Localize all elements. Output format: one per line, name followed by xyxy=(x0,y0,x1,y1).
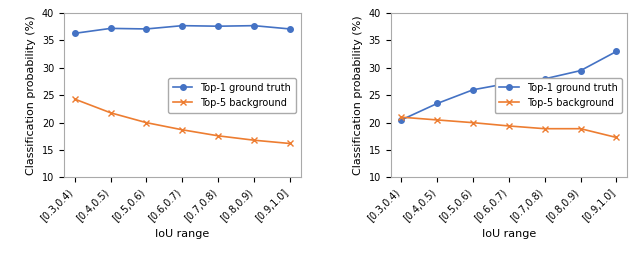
Top-5 background xyxy=(505,124,513,128)
X-axis label: IoU range: IoU range xyxy=(155,229,209,239)
Top-5 background xyxy=(143,121,150,124)
Top-1 ground truth xyxy=(179,24,186,27)
Top-1 ground truth xyxy=(612,50,620,53)
Top-1 ground truth xyxy=(143,27,150,31)
Top-1 ground truth xyxy=(107,27,115,30)
Line: Top-5 background: Top-5 background xyxy=(399,114,620,140)
Top-1 ground truth xyxy=(541,77,548,80)
Top-1 ground truth xyxy=(71,32,79,35)
Top-5 background xyxy=(397,116,405,119)
Line: Top-5 background: Top-5 background xyxy=(72,96,292,146)
Top-1 ground truth xyxy=(433,102,441,105)
Top-5 background xyxy=(214,134,222,137)
Y-axis label: Classification probability (%): Classification probability (%) xyxy=(353,15,363,175)
Top-1 ground truth xyxy=(250,24,258,27)
Top-5 background xyxy=(250,139,258,142)
Top-5 background xyxy=(286,142,294,145)
X-axis label: IoU range: IoU range xyxy=(482,229,536,239)
Top-5 background xyxy=(433,118,441,122)
Legend: Top-1 ground truth, Top-5 background: Top-1 ground truth, Top-5 background xyxy=(168,78,296,112)
Line: Top-1 ground truth: Top-1 ground truth xyxy=(399,49,620,123)
Top-5 background xyxy=(577,127,584,130)
Top-1 ground truth xyxy=(505,82,513,85)
Top-1 ground truth xyxy=(286,27,294,31)
Legend: Top-1 ground truth, Top-5 background: Top-1 ground truth, Top-5 background xyxy=(495,78,622,112)
Top-5 background xyxy=(469,121,477,124)
Top-5 background xyxy=(71,98,79,101)
Top-5 background xyxy=(541,127,548,130)
Top-5 background xyxy=(612,136,620,139)
Top-1 ground truth xyxy=(469,88,477,91)
Top-1 ground truth xyxy=(397,118,405,122)
Top-1 ground truth xyxy=(214,25,222,28)
Top-5 background xyxy=(179,128,186,131)
Top-1 ground truth xyxy=(577,69,584,72)
Top-5 background xyxy=(107,111,115,114)
Line: Top-1 ground truth: Top-1 ground truth xyxy=(72,23,292,36)
Y-axis label: Classification probability (%): Classification probability (%) xyxy=(26,15,36,175)
